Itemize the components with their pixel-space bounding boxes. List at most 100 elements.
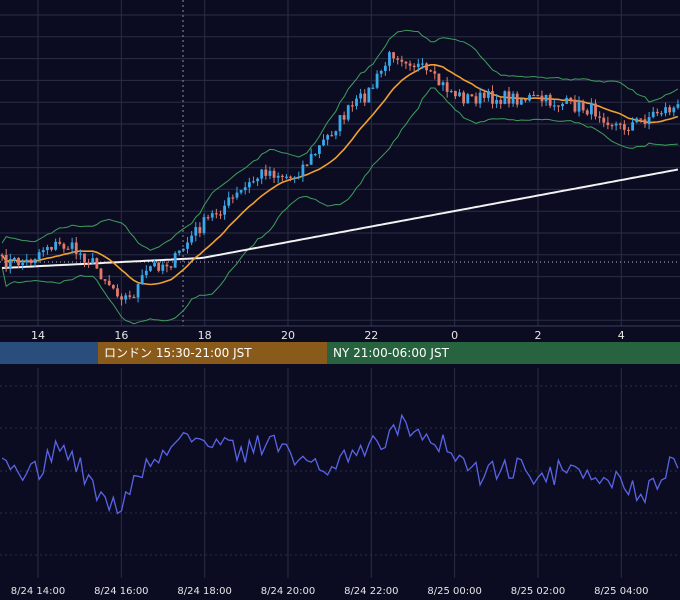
candle-body bbox=[672, 107, 676, 113]
candle-body bbox=[396, 58, 400, 60]
candle-body bbox=[416, 63, 420, 68]
candle-body bbox=[301, 164, 305, 177]
candle-body bbox=[149, 266, 152, 271]
x-tick-label-top: 18 bbox=[198, 329, 212, 342]
candle-body bbox=[610, 125, 614, 127]
candle-body bbox=[602, 117, 606, 123]
candle-body bbox=[272, 170, 276, 178]
candle-body bbox=[577, 101, 581, 112]
candle-body bbox=[198, 227, 202, 234]
candle-body bbox=[548, 94, 552, 106]
oscillator-line bbox=[1, 413, 679, 515]
candle-body bbox=[486, 91, 490, 98]
candle-body bbox=[635, 118, 639, 123]
candle-body bbox=[532, 94, 536, 97]
candle-body bbox=[470, 94, 474, 97]
candle-body bbox=[136, 284, 140, 298]
candle-body bbox=[74, 242, 78, 254]
candle-body bbox=[379, 70, 383, 74]
candle-body bbox=[78, 253, 82, 255]
candle-body bbox=[322, 139, 325, 146]
candle-body bbox=[557, 105, 560, 107]
candle-body bbox=[313, 153, 317, 156]
candle-body bbox=[194, 227, 198, 236]
candle-body bbox=[41, 250, 45, 253]
candle-body bbox=[173, 253, 177, 268]
candle-body bbox=[62, 243, 66, 249]
candle-body bbox=[107, 280, 111, 286]
candle-body bbox=[388, 52, 391, 66]
candle-body bbox=[54, 241, 58, 250]
candle-body bbox=[350, 105, 354, 107]
candle-body bbox=[618, 123, 622, 125]
x-tick-label-top: 2 bbox=[534, 329, 541, 342]
candle-body bbox=[33, 259, 37, 264]
candle-body bbox=[400, 59, 404, 62]
candle-body bbox=[359, 93, 363, 99]
candle-body bbox=[153, 262, 156, 267]
candle-body bbox=[474, 96, 478, 104]
candle-body bbox=[280, 175, 284, 178]
candle-body bbox=[425, 63, 428, 71]
candle-body bbox=[116, 288, 119, 297]
candle-body bbox=[338, 115, 342, 132]
candle-body bbox=[186, 242, 189, 249]
candle-body bbox=[247, 182, 251, 188]
candle-body bbox=[445, 82, 449, 92]
candle-body bbox=[144, 270, 148, 276]
candle-body bbox=[37, 252, 41, 260]
candle-body bbox=[256, 178, 259, 182]
candle-body bbox=[544, 94, 548, 102]
candle-body bbox=[45, 246, 49, 251]
candle-body bbox=[235, 192, 239, 198]
session-tokyo-band bbox=[0, 342, 98, 364]
candle-body bbox=[99, 268, 103, 280]
candle-body bbox=[371, 87, 375, 89]
chart-grid bbox=[0, 0, 680, 578]
candle-body bbox=[17, 257, 20, 266]
candle-body bbox=[21, 262, 25, 266]
candle-body bbox=[598, 116, 602, 118]
candle-body bbox=[482, 92, 486, 98]
candle-body bbox=[383, 65, 387, 71]
candle-body bbox=[87, 262, 91, 264]
ma-short-line bbox=[1, 64, 679, 286]
candle-body bbox=[375, 73, 379, 88]
candle-body bbox=[363, 93, 367, 103]
session-london-band: ロンドン 15:30-21:00 JST bbox=[98, 342, 327, 364]
candle-body bbox=[29, 259, 33, 264]
candle-body bbox=[177, 250, 181, 254]
candle-body bbox=[219, 214, 222, 216]
candle-body bbox=[565, 97, 569, 104]
candle-body bbox=[91, 258, 95, 264]
x-tick-label-bottom: 8/25 02:00 bbox=[511, 586, 565, 597]
candle-body bbox=[392, 52, 395, 59]
candle-body bbox=[13, 257, 16, 260]
candle-body bbox=[268, 170, 272, 176]
candle-body bbox=[491, 91, 494, 104]
bollinger-lower-line bbox=[1, 87, 678, 325]
candle-body bbox=[408, 63, 412, 66]
candle-body bbox=[515, 93, 519, 105]
candle-body bbox=[260, 169, 264, 179]
candle-body bbox=[330, 135, 334, 137]
candle-body bbox=[252, 181, 255, 183]
candle-body bbox=[239, 190, 243, 193]
candle-body bbox=[655, 111, 659, 114]
candle-body bbox=[594, 103, 597, 117]
x-tick-label-bottom: 8/25 04:00 bbox=[594, 586, 648, 597]
x-tick-label-top: 14 bbox=[31, 329, 45, 342]
candle-body bbox=[206, 217, 210, 219]
candle-body bbox=[120, 296, 123, 300]
candle-body bbox=[631, 122, 635, 131]
candle-body bbox=[507, 91, 511, 104]
candle-body bbox=[8, 259, 12, 268]
candle-body bbox=[293, 177, 297, 179]
candle-body bbox=[264, 169, 268, 176]
x-tick-label-bottom: 8/24 16:00 bbox=[94, 586, 148, 597]
x-tick-label-bottom: 8/24 22:00 bbox=[344, 586, 398, 597]
candle-body bbox=[157, 262, 161, 271]
candle-body bbox=[433, 71, 437, 74]
candle-body bbox=[95, 258, 99, 269]
